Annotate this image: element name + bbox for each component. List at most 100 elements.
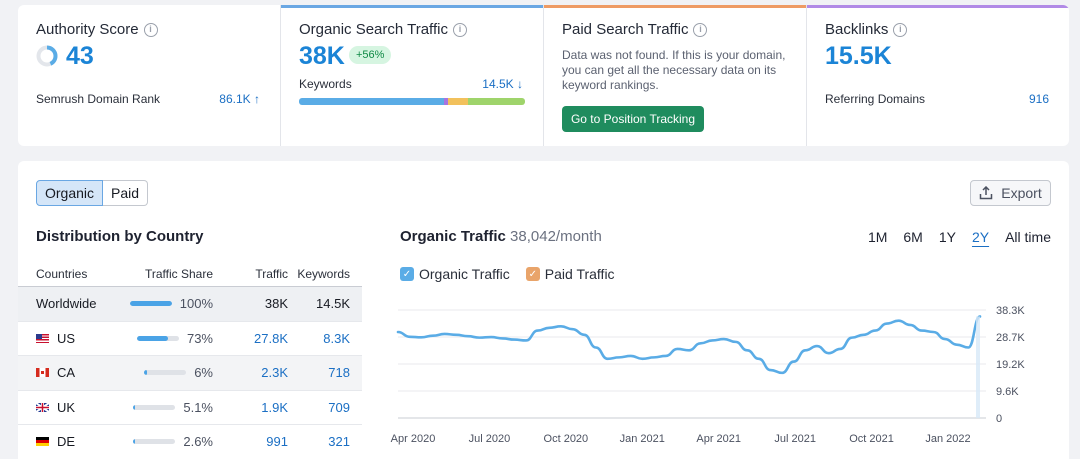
share-bar (133, 404, 176, 410)
paid-traffic-card[interactable]: Paid Search Traffic i Data was not found… (544, 5, 807, 146)
traffic-value[interactable]: 1.9K (261, 399, 288, 415)
traffic-value[interactable]: 2.3K (261, 365, 288, 381)
segment (468, 98, 525, 105)
x-tick-label: Jul 2020 (469, 433, 511, 445)
legend-organic[interactable]: ✓ Organic Traffic (400, 266, 510, 282)
segment (443, 98, 449, 105)
organic-traffic-title: Organic Search Traffic i (299, 21, 467, 38)
position-tracking-button[interactable]: Go to Position Tracking (562, 106, 704, 132)
share-bar (133, 439, 176, 445)
table-row[interactable]: UK 5.1% 1.9K 709 (18, 391, 362, 425)
metric-cards: Authority Score i 43 Semrush Domain Rank… (18, 5, 1069, 146)
country-name: CA (57, 365, 76, 381)
segment (299, 98, 444, 105)
legend-paid[interactable]: ✓ Paid Traffic (525, 266, 615, 282)
header-keywords[interactable]: Keywords (297, 266, 350, 281)
backlinks-value: 15.5K (825, 42, 892, 70)
referring-domains-label: Referring Domains (825, 92, 926, 106)
current-period-band (976, 316, 980, 418)
header-traffic-share[interactable]: Traffic Share (144, 266, 213, 281)
export-label: Export (1001, 185, 1042, 201)
country-table: Countries Traffic Share Traffic Keywords… (18, 261, 362, 459)
x-tick-label: Jan 2021 (620, 433, 665, 445)
authority-score-value: 43 (66, 42, 94, 70)
share-bar (144, 370, 187, 376)
traffic-value[interactable]: 991 (266, 434, 288, 450)
x-tick-label: Oct 2020 (544, 433, 589, 445)
traffic-type-toggle: Organic Paid (36, 180, 149, 206)
organic-traffic-chart[interactable]: 0 9.6K 19.2K 28.7K 38.3K Apr 2020 Jul 2020 Oct … (388, 296, 1068, 456)
x-tick-label: Jan 2022 (925, 433, 970, 445)
info-icon[interactable]: i (143, 22, 158, 37)
table-row[interactable]: CA 6% 2.3K 718 (18, 356, 362, 391)
keywords-value: 14.5K (316, 296, 350, 312)
chart-legend: ✓ Organic Traffic ✓ Paid Traffic (400, 266, 615, 282)
traffic-share: 2.6% (183, 434, 213, 450)
keywords-value[interactable]: 709 (328, 399, 350, 415)
keywords-value[interactable]: 14.5K ↓ (482, 77, 523, 91)
info-icon[interactable]: i (452, 22, 467, 37)
organic-traffic-value: 38K (299, 42, 345, 70)
organic-traffic-card[interactable]: Organic Search Traffic i 38K +56% Keywor… (281, 5, 544, 146)
organic-toggle-button[interactable]: Organic (36, 180, 104, 206)
keyword-distribution-bar (299, 98, 525, 105)
traffic-share: 5.1% (183, 399, 213, 415)
domain-rank-value[interactable]: 86.1K ↑ (219, 92, 260, 106)
info-icon[interactable]: i (693, 22, 708, 37)
card-top-accent (281, 5, 543, 8)
x-tick-label: Jul 2021 (774, 433, 816, 445)
checkbox-checked-icon[interactable]: ✓ (525, 267, 540, 281)
authority-score-title: Authority Score i (36, 21, 158, 38)
table-row[interactable]: US 73% 27.8K 8.3K (18, 322, 362, 356)
traffic-panel: Organic Paid Export Distribution by Coun… (18, 161, 1069, 459)
keywords-value[interactable]: 321 (328, 434, 350, 450)
keywords-value[interactable]: 8.3K (323, 330, 350, 346)
y-tick-label: 0 (996, 413, 1002, 425)
traffic-share: 73% (186, 330, 213, 346)
range-selector: 1M 6M 1Y 2Y All time (868, 229, 1051, 245)
range-all-time[interactable]: All time (1005, 229, 1051, 245)
range-1y[interactable]: 1Y (938, 229, 956, 245)
backlinks-title: Backlinks i (825, 21, 908, 38)
export-button[interactable]: Export (970, 180, 1051, 206)
export-icon (980, 186, 993, 200)
paid-traffic-title: Paid Search Traffic i (562, 21, 708, 38)
referring-domains-value[interactable]: 916 (1028, 92, 1049, 106)
header-traffic[interactable]: Traffic (255, 266, 288, 281)
x-tick-label: Oct 2021 (849, 433, 894, 445)
organic-traffic-line (396, 315, 982, 375)
x-tick-label: Apr 2020 (391, 433, 436, 445)
y-tick-label: 19.2K (996, 359, 1025, 371)
traffic-value[interactable]: 27.8K (254, 330, 288, 346)
range-6m[interactable]: 6M (903, 229, 923, 245)
x-tick-label: Apr 2021 (696, 433, 741, 445)
backlinks-card[interactable]: Backlinks i 15.5K Referring Domains 916 (807, 5, 1069, 146)
y-tick-label: 28.7K (996, 332, 1025, 344)
range-2y[interactable]: 2Y (971, 229, 990, 245)
paid-toggle-button[interactable]: Paid (103, 180, 149, 206)
checkbox-checked-icon[interactable]: ✓ (400, 267, 414, 281)
uk-flag-icon (36, 402, 49, 412)
y-tick-label: 38.3K (996, 305, 1025, 317)
header-countries[interactable]: Countries (36, 266, 88, 281)
us-flag-icon (36, 333, 49, 343)
segment (448, 98, 469, 105)
de-flag-icon (36, 437, 49, 447)
ca-flag-icon (36, 368, 49, 378)
card-top-accent (807, 5, 1069, 8)
range-1m[interactable]: 1M (867, 229, 888, 245)
table-row[interactable]: Worldwide 100% 38K 14.5K (18, 287, 362, 322)
keywords-value[interactable]: 718 (328, 365, 350, 381)
no-data-message: Data was not found. If this is your doma… (562, 48, 786, 92)
keywords-label: Keywords (299, 77, 352, 91)
country-name: UK (57, 399, 76, 415)
authority-donut-icon (36, 45, 58, 67)
authority-score-card[interactable]: Authority Score i 43 Semrush Domain Rank… (18, 5, 281, 146)
growth-badge: +56% (349, 46, 392, 64)
country-name: US (57, 330, 76, 346)
chart-title: Organic Traffic 38,042/month (400, 228, 602, 245)
traffic-share: 100% (179, 296, 213, 312)
table-row[interactable]: DE 2.6% 991 321 (18, 425, 362, 459)
info-icon[interactable]: i (893, 22, 908, 37)
table-header: Countries Traffic Share Traffic Keywords (18, 261, 362, 287)
